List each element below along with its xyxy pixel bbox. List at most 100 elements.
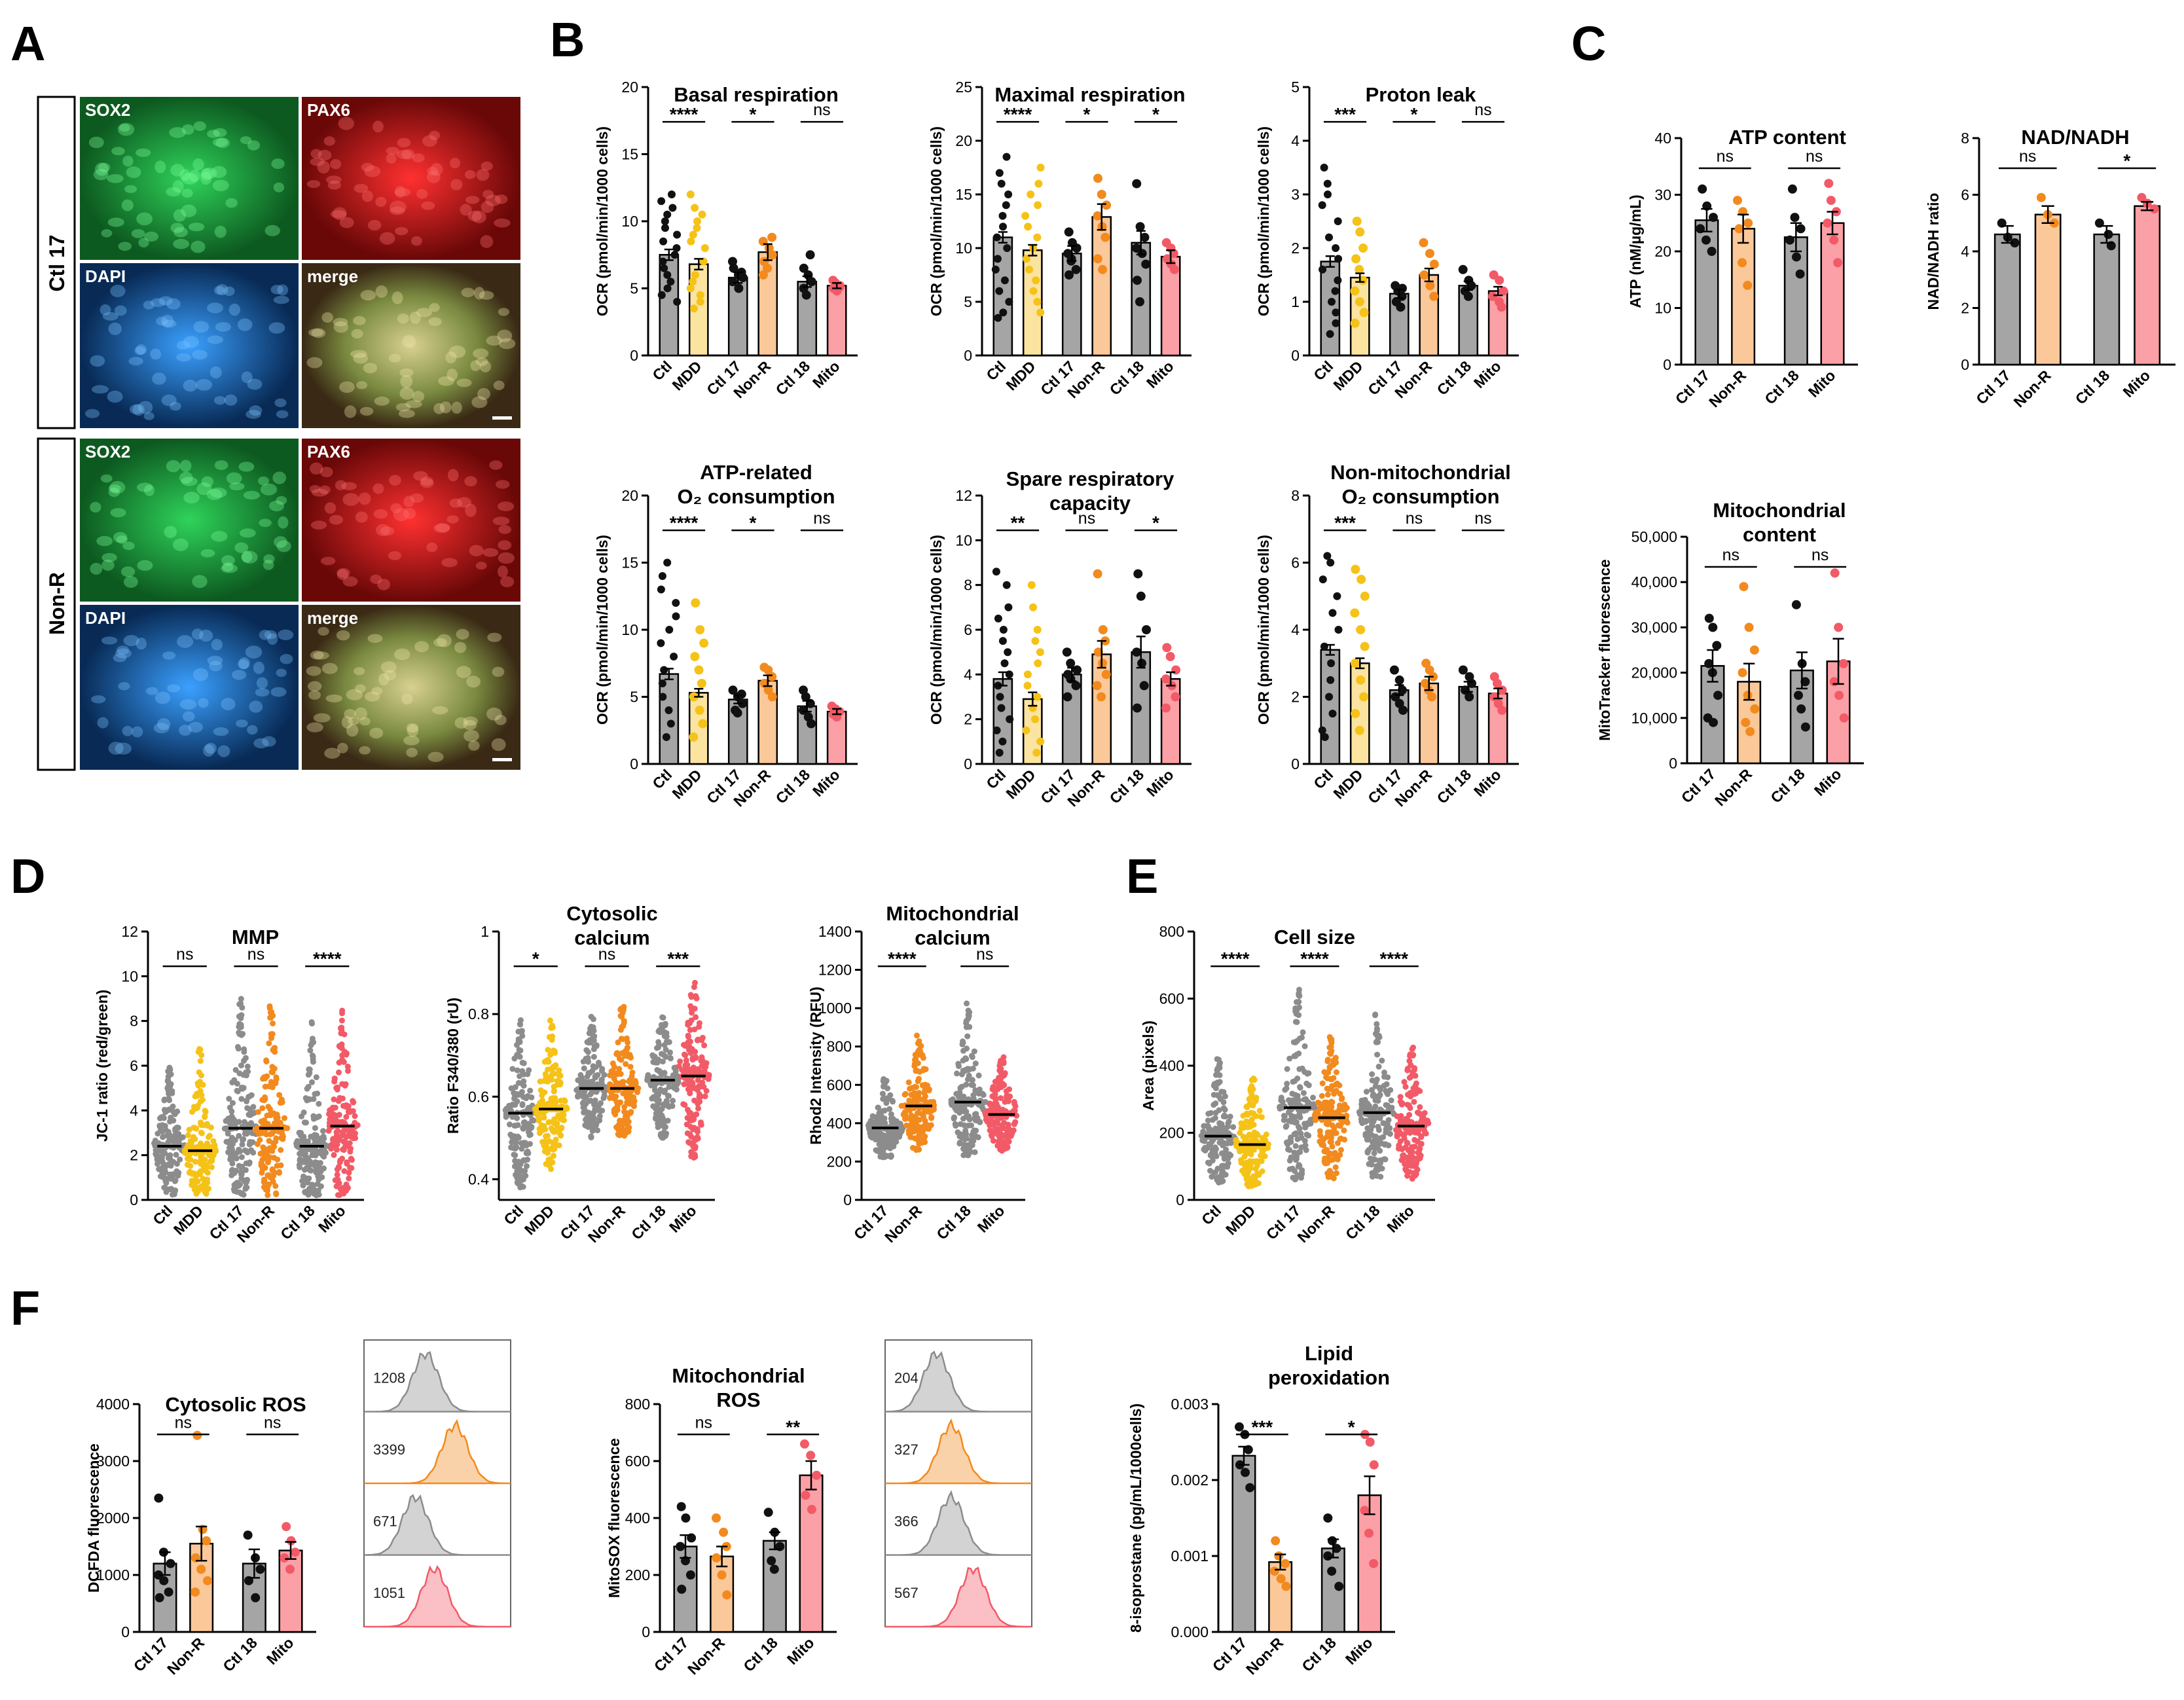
data-point <box>270 1013 276 1019</box>
nucleus <box>95 162 109 176</box>
data-point <box>1247 1087 1254 1094</box>
data-point <box>661 1052 667 1058</box>
data-point <box>650 1103 657 1110</box>
data-point <box>989 1093 996 1100</box>
nucleus <box>172 180 184 193</box>
nucleus <box>486 335 502 346</box>
nucleus <box>193 321 209 333</box>
data-point <box>272 1045 278 1051</box>
data-point <box>1029 603 1037 611</box>
nucleus <box>192 350 208 360</box>
data-point <box>166 1161 172 1167</box>
bar <box>1320 261 1341 357</box>
data-point <box>672 244 681 252</box>
data-point <box>695 1105 701 1112</box>
data-point <box>165 1087 172 1093</box>
y-tick-label: 8 <box>964 577 972 594</box>
data-point <box>592 1097 598 1104</box>
data-point <box>1310 1094 1316 1101</box>
nucleus <box>363 363 378 374</box>
data-point <box>328 1146 335 1152</box>
data-point <box>204 1180 211 1186</box>
nucleus <box>241 551 258 564</box>
nucleus <box>310 462 323 475</box>
data-point <box>998 1095 1004 1101</box>
nucleus <box>412 391 425 403</box>
nucleus <box>414 641 429 653</box>
data-point <box>994 314 1002 322</box>
data-point <box>659 1080 665 1087</box>
data-point <box>523 1095 530 1102</box>
data-point <box>167 1136 173 1142</box>
nucleus <box>441 558 458 568</box>
nucleus <box>117 122 135 136</box>
data-point <box>344 1161 350 1167</box>
data-point <box>662 733 670 741</box>
data-point <box>1355 725 1364 735</box>
nucleus <box>181 189 193 198</box>
data-point <box>689 1057 696 1063</box>
data-point <box>1351 659 1360 668</box>
data-point <box>331 1151 337 1158</box>
data-point <box>545 1047 551 1053</box>
data-point <box>922 1117 928 1124</box>
data-point <box>1750 704 1760 714</box>
nucleus <box>481 201 494 213</box>
data-point <box>879 1117 885 1123</box>
nucleus <box>480 235 494 248</box>
data-point <box>928 1114 935 1121</box>
data-point <box>234 1087 240 1094</box>
x-tick-label: Mito <box>1143 766 1177 800</box>
data-point <box>663 284 672 293</box>
data-point <box>672 599 680 607</box>
data-point <box>512 1084 519 1091</box>
data-point <box>580 1058 587 1065</box>
data-point <box>552 1094 558 1101</box>
x-tick-label: Ctl 18 <box>1761 367 1802 408</box>
nucleus <box>386 147 399 155</box>
nucleus <box>246 410 261 419</box>
data-point <box>1210 1152 1217 1159</box>
nucleus <box>311 328 326 338</box>
data-point <box>1830 568 1840 578</box>
data-point <box>1702 235 1711 245</box>
data-point <box>1369 1132 1375 1138</box>
nucleus <box>268 322 285 334</box>
data-point <box>306 1096 313 1103</box>
data-point <box>1206 1161 1212 1166</box>
data-point <box>1218 1170 1225 1176</box>
data-point <box>1032 748 1041 757</box>
nucleus <box>475 357 488 367</box>
data-point <box>1319 575 1327 584</box>
nucleus <box>162 319 177 328</box>
data-point <box>616 1066 623 1072</box>
data-point <box>230 1116 237 1123</box>
data-point <box>1140 232 1150 242</box>
data-point <box>1216 1064 1223 1071</box>
nucleus <box>273 295 289 304</box>
y-axis-label: Area (pixels) <box>1140 1021 1157 1111</box>
data-point <box>1012 1103 1019 1110</box>
data-point <box>333 1183 340 1189</box>
data-point <box>694 1134 701 1140</box>
nucleus <box>494 194 508 204</box>
data-point <box>866 1121 873 1127</box>
nucleus <box>122 155 134 167</box>
data-point <box>995 287 1004 295</box>
nucleus <box>109 480 126 494</box>
data-point <box>1328 1138 1334 1145</box>
data-point <box>1142 625 1151 634</box>
nucleus <box>263 554 275 564</box>
data-point <box>338 1045 345 1051</box>
data-point <box>1093 211 1102 221</box>
data-point <box>1025 265 1034 274</box>
data-point <box>168 1114 174 1121</box>
y-tick-label: 20 <box>1654 243 1671 260</box>
data-point <box>520 1184 526 1190</box>
x-tick-label: MDD <box>170 1202 206 1238</box>
data-point <box>1384 1102 1391 1109</box>
nucleus <box>460 204 472 216</box>
data-point <box>1325 1069 1332 1076</box>
data-point <box>677 1058 683 1064</box>
